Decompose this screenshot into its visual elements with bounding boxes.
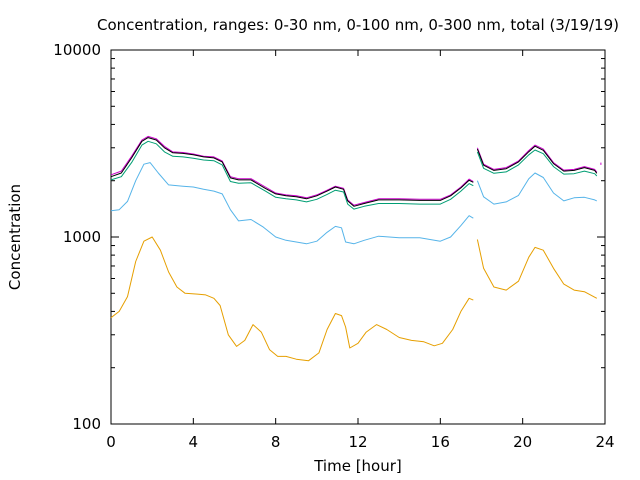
x-axis-label: Time [hour] (313, 457, 402, 475)
series-0-line-segment (110, 135, 474, 206)
y-tick-label: 1000 (63, 228, 101, 246)
x-tick-label: 0 (106, 433, 116, 451)
x-tick-label: 24 (595, 433, 614, 451)
axes: 0 4 8 12 16 20 24 100 1000 10000 (53, 41, 614, 451)
series-3-line-segment (110, 162, 474, 245)
series-4-line-segment (476, 239, 598, 299)
series-1-line-segment (110, 137, 474, 207)
x-tick-label: 12 (348, 433, 367, 451)
x-tick-label: 20 (513, 433, 532, 451)
y-tick-label: 10000 (53, 41, 101, 59)
x-tick-label: 4 (189, 433, 199, 451)
series-2-line-segment (476, 149, 598, 177)
series-1-line-segment (476, 145, 598, 174)
series-3-line-segment (476, 172, 598, 205)
x-tick-label: 16 (431, 433, 450, 451)
series-2-line-segment (110, 140, 474, 210)
plot-frame (110, 49, 606, 425)
chart-title: Concentration, ranges: 0-30 nm, 0-100 nm… (97, 16, 619, 34)
x-tick-label: 8 (271, 433, 281, 451)
series-0-line-segment (476, 144, 598, 173)
series-4-line-segment (110, 236, 474, 362)
y-tick-label: 100 (72, 415, 101, 433)
series-lines (110, 135, 602, 362)
y-axis-label: Concentration (6, 184, 24, 290)
